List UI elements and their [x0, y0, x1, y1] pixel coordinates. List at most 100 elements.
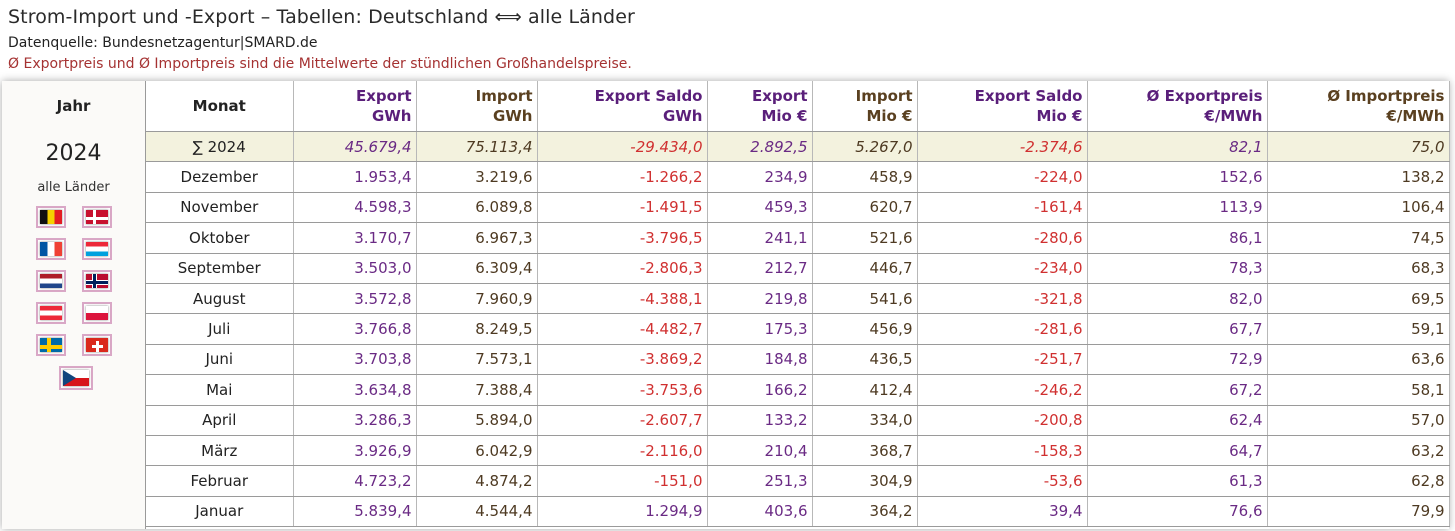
netherlands-flag-icon[interactable] — [36, 270, 66, 292]
cell-export-preis: 64,7 — [1087, 435, 1268, 467]
switzerland-flag-icon[interactable] — [82, 334, 112, 356]
cell-monat: Juni — [146, 344, 294, 376]
col-import-gwh[interactable]: Import GWh — [416, 81, 538, 132]
cell-export-gwh: 1.953,4 — [293, 161, 417, 193]
cell-export-preis: 86,1 — [1087, 222, 1268, 254]
cell-saldo-eur: -246,2 — [917, 374, 1088, 406]
cell-saldo-eur: -2.374,6 — [917, 131, 1088, 163]
cell-import-eur: 364,2 — [812, 496, 918, 528]
france-flag-icon[interactable] — [36, 238, 66, 260]
cell-export-eur: 210,4 — [707, 435, 813, 467]
cell-import-preis: 74,5 — [1267, 222, 1450, 254]
cell-monat: Februar — [146, 465, 294, 497]
price-note: Ø Exportpreis und Ø Importpreis sind die… — [8, 56, 632, 72]
cell-import-eur: 368,7 — [812, 435, 918, 467]
year-value: 2024 — [45, 141, 102, 166]
table-row: November 4.598,3 6.089,8 -1.491,5 459,3 620,7… — [146, 192, 1450, 224]
cell-saldo-gwh: -3.796,5 — [537, 222, 708, 254]
col-import-preis[interactable]: Ø Importpreis €/MWh — [1267, 81, 1450, 132]
cell-import-gwh: 6.042,9 — [416, 435, 538, 467]
poland-flag-icon[interactable] — [82, 302, 112, 324]
cell-export-preis: 72,9 — [1087, 344, 1268, 376]
cell-export-eur: 234,9 — [707, 161, 813, 193]
cell-import-eur: 456,9 — [812, 313, 918, 345]
all-countries-label: alle Länder — [37, 180, 110, 195]
year-panel: Jahr 2024 alle Länder — [2, 81, 146, 529]
cell-import-eur: 446,7 — [812, 253, 918, 284]
sum-row: ∑ 2024 45.679,4 75.113,4 -29.434,0 2.892,5 5.… — [146, 131, 1450, 163]
cell-import-gwh: 5.894,0 — [416, 405, 538, 436]
cell-saldo-gwh: -1.491,5 — [537, 192, 708, 224]
cell-import-preis: 106,4 — [1267, 192, 1450, 224]
col-export-eur[interactable]: Export Mio € — [707, 81, 813, 132]
col-export-gwh[interactable]: Export GWh — [293, 81, 417, 132]
table-row: März 3.926,9 6.042,9 -2.116,0 210,4 368,7 -158… — [146, 435, 1450, 467]
cell-export-gwh: 4.598,3 — [293, 192, 417, 224]
cell-export-gwh: 3.503,0 — [293, 253, 417, 284]
luxembourg-flag-icon[interactable] — [82, 238, 112, 260]
cell-saldo-eur: -224,0 — [917, 161, 1088, 193]
col-export-preis[interactable]: Ø Exportpreis €/MWh — [1087, 81, 1268, 132]
col-saldo-eur[interactable]: Export Saldo Mio € — [917, 81, 1088, 132]
cell-export-eur: 403,6 — [707, 496, 813, 528]
cell-export-eur: 251,3 — [707, 465, 813, 497]
cell-export-gwh: 3.286,3 — [293, 405, 417, 436]
cell-import-preis: 63,6 — [1267, 344, 1450, 376]
cell-export-preis: 62,4 — [1087, 405, 1268, 436]
cell-export-preis: 67,7 — [1087, 313, 1268, 345]
cell-export-eur: 212,7 — [707, 253, 813, 284]
cell-import-preis: 57,0 — [1267, 405, 1450, 436]
col-saldo-gwh[interactable]: Export Saldo GWh — [537, 81, 708, 132]
table-row: April 3.286,3 5.894,0 -2.607,7 133,2 334,0 -20… — [146, 405, 1450, 436]
cell-saldo-eur: -53,6 — [917, 465, 1088, 497]
cell-export-eur: 133,2 — [707, 405, 813, 436]
cell-export-preis: 113,9 — [1087, 192, 1268, 224]
table-row: September 3.503,0 6.309,4 -2.806,3 212,7 446,… — [146, 253, 1450, 284]
cell-import-eur: 521,6 — [812, 222, 918, 254]
cell-import-gwh: 4.874,2 — [416, 465, 538, 497]
austria-flag-icon[interactable] — [36, 302, 66, 324]
cell-saldo-gwh: -2.116,0 — [537, 435, 708, 467]
cell-import-preis: 58,1 — [1267, 374, 1450, 406]
cell-export-preis: 152,6 — [1087, 161, 1268, 193]
cell-export-eur: 166,2 — [707, 374, 813, 406]
cell-import-gwh: 4.544,4 — [416, 496, 538, 528]
denmark-flag-icon[interactable] — [82, 206, 112, 228]
table-row: Dezember 1.953,4 3.219,6 -1.266,2 234,9 458,9… — [146, 161, 1450, 193]
cell-saldo-gwh: -3.869,2 — [537, 344, 708, 376]
data-source: Datenquelle: Bundesnetzagentur|SMARD.de — [8, 35, 318, 51]
cell-saldo-gwh: -4.482,7 — [537, 313, 708, 345]
table-row: Mai 3.634,8 7.388,4 -3.753,6 166,2 412,4 -246,… — [146, 374, 1450, 406]
cell-saldo-gwh: -4.388,1 — [537, 283, 708, 315]
col-monat[interactable]: Monat — [146, 81, 294, 132]
cell-import-eur: 458,9 — [812, 161, 918, 193]
cell-import-preis: 138,2 — [1267, 161, 1450, 193]
cell-import-eur: 304,9 — [812, 465, 918, 497]
cell-import-eur: 5.267,0 — [812, 131, 918, 163]
belgium-flag-icon[interactable] — [36, 206, 66, 228]
cell-export-gwh: 45.679,4 — [293, 131, 417, 163]
norway-flag-icon[interactable] — [82, 270, 112, 292]
czechia-flag-icon[interactable] — [59, 366, 93, 390]
cell-import-preis: 68,3 — [1267, 253, 1450, 284]
cell-export-preis: 67,2 — [1087, 374, 1268, 406]
sweden-flag-icon[interactable] — [36, 334, 66, 356]
cell-export-eur: 459,3 — [707, 192, 813, 224]
cell-import-gwh: 6.309,4 — [416, 253, 538, 284]
cell-import-eur: 412,4 — [812, 374, 918, 406]
header-row: Monat Export GWh Import GWh Export Saldo GW… — [146, 81, 1450, 132]
cell-export-preis: 76,6 — [1087, 496, 1268, 528]
cell-export-gwh: 3.634,8 — [293, 374, 417, 406]
trade-table: Monat Export GWh Import GWh Export Saldo GW… — [146, 81, 1450, 528]
cell-export-preis: 82,1 — [1087, 131, 1268, 163]
table-row: Juni 3.703,8 7.573,1 -3.869,2 184,8 436,5 -251… — [146, 344, 1450, 376]
cell-saldo-eur: -200,8 — [917, 405, 1088, 436]
table-row: Februar 4.723,2 4.874,2 -151,0 251,3 304,9 -53… — [146, 465, 1450, 497]
cell-saldo-gwh: 1.294,9 — [537, 496, 708, 528]
cell-import-preis: 69,5 — [1267, 283, 1450, 315]
col-import-eur[interactable]: Import Mio € — [812, 81, 918, 132]
cell-export-preis: 82,0 — [1087, 283, 1268, 315]
cell-monat: Januar — [146, 496, 294, 528]
cell-saldo-gwh: -2.806,3 — [537, 253, 708, 284]
cell-import-eur: 334,0 — [812, 405, 918, 436]
